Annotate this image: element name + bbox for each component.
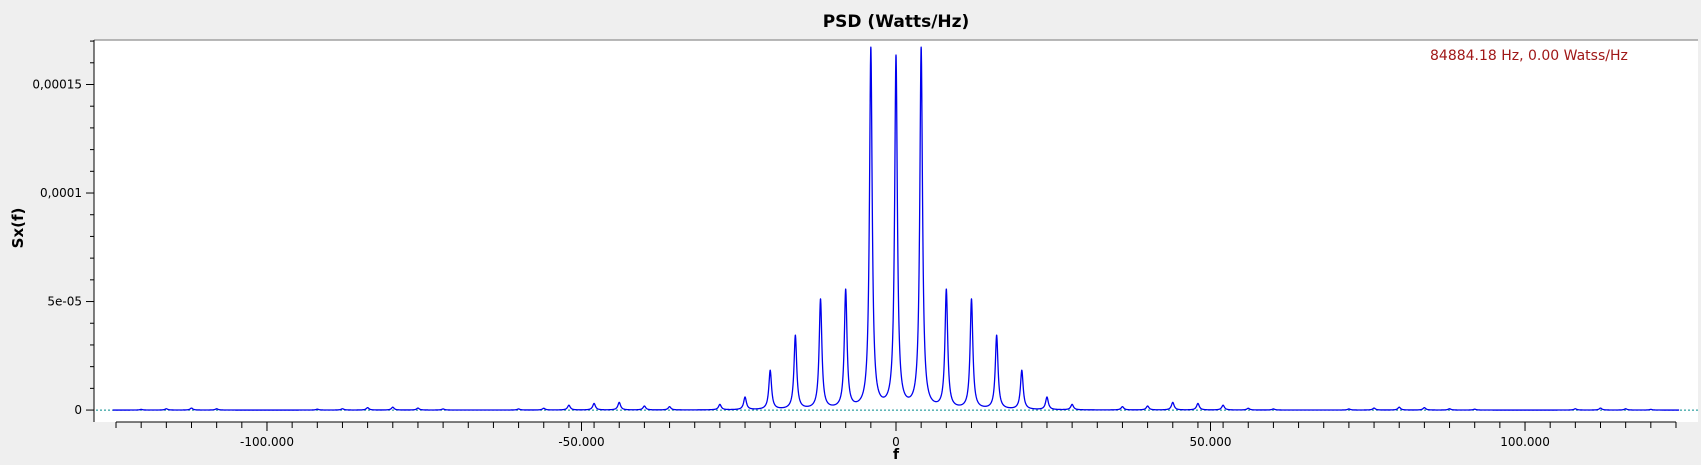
y-tick-label: 0,00015 bbox=[32, 77, 82, 91]
x-tick-label: -50.000 bbox=[558, 435, 604, 449]
chart-title: PSD (Watts/Hz) bbox=[823, 12, 970, 32]
cursor-readout: 84884.18 Hz, 0.00 Watss/Hz bbox=[1430, 48, 1628, 64]
x-axis: -100.000 -50.000 0 50.000 100.000 bbox=[115, 421, 1677, 449]
plot-canvas[interactable] bbox=[94, 40, 1698, 422]
x-tick-label: -100.000 bbox=[240, 435, 294, 449]
x-tick-label: 100.000 bbox=[1500, 435, 1550, 449]
x-tick-label: 0 bbox=[892, 435, 900, 449]
y-axis: 0 5e-05 0,0001 0,00015 bbox=[32, 40, 95, 422]
psd-series-line bbox=[112, 46, 1680, 411]
y-axis-label: Sx(f) bbox=[9, 208, 27, 249]
x-tick-label: 50.000 bbox=[1190, 435, 1232, 449]
y-tick-label: 5e-05 bbox=[47, 295, 82, 309]
y-tick-label: 0 bbox=[74, 403, 82, 417]
y-tick-label: 0,0001 bbox=[40, 186, 82, 200]
x-axis-label: f bbox=[893, 447, 900, 461]
